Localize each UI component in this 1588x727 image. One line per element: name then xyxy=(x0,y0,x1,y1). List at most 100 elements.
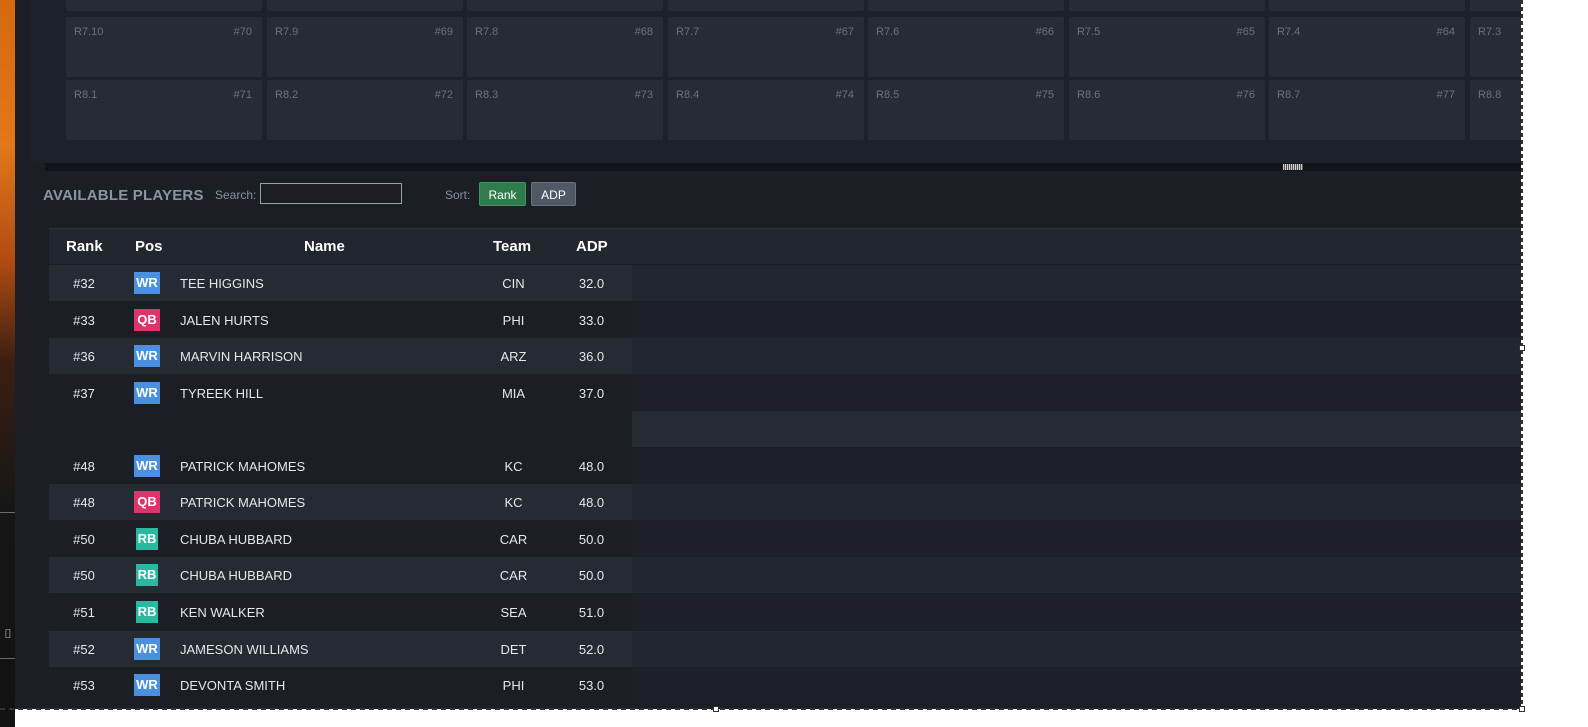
player-adp: 51.0 xyxy=(578,605,605,620)
table-row[interactable]: #50 RB CHUBA HUBBARD CAR 50.0 xyxy=(49,557,1521,593)
position-badge: QB xyxy=(134,491,160,513)
draft-pick-cell[interactable] xyxy=(467,0,663,11)
draft-pick-cell[interactable] xyxy=(66,0,262,11)
draft-pick-cell[interactable]: R8.3 #73 xyxy=(467,80,663,140)
pick-number: #73 xyxy=(634,89,653,101)
table-row[interactable]: #52 WR JAMESON WILLIAMS DET 52.0 xyxy=(49,631,1521,667)
draft-pick-cell[interactable]: R8.8 xyxy=(1470,80,1521,140)
draft-pick-cell[interactable]: R7.4 #64 xyxy=(1269,17,1465,77)
selection-handle[interactable] xyxy=(713,706,719,712)
position-badge: WR xyxy=(134,382,160,404)
draft-pick-cell[interactable]: R7.5 #65 xyxy=(1069,17,1265,77)
draft-pick-cell[interactable]: R8.5 #75 xyxy=(868,80,1064,140)
draft-pick-cell[interactable]: R8.1 #71 xyxy=(66,80,262,140)
sort-adp-button[interactable]: ADP xyxy=(531,182,576,206)
name-column-header[interactable]: Name xyxy=(304,238,345,255)
player-rank: #48 xyxy=(73,459,95,474)
player-rank: #36 xyxy=(73,349,95,364)
rank-column-header[interactable]: Rank xyxy=(66,238,103,255)
pick-number: #69 xyxy=(434,26,453,38)
selection-handle[interactable] xyxy=(1519,345,1525,351)
table-row[interactable]: #33 QB JALEN HURTS PHI 33.0 xyxy=(49,302,1521,338)
player-adp: 52.0 xyxy=(578,642,605,657)
player-name: TYREEK HILL xyxy=(180,386,264,401)
selection-border xyxy=(1521,0,1523,711)
player-adp: 50.0 xyxy=(578,532,605,547)
pick-label: R7.5 xyxy=(1077,26,1101,38)
pick-number: #76 xyxy=(1236,89,1255,101)
draft-pick-cell[interactable]: R7.10 #70 xyxy=(66,17,262,77)
row-filler-bg xyxy=(632,667,1521,703)
draft-pick-cell[interactable]: R7.6 #66 xyxy=(868,17,1064,77)
adp-column-header[interactable]: ADP xyxy=(576,238,608,255)
pick-number: #68 xyxy=(634,26,653,38)
player-team: CAR xyxy=(499,568,528,583)
table-row[interactable]: #50 RB CHUBA HUBBARD CAR 50.0 xyxy=(49,521,1521,557)
draft-pick-cell[interactable] xyxy=(668,0,864,11)
draft-pick-cell[interactable] xyxy=(267,0,463,11)
draft-board[interactable]: R7.10 #70 R7.9 #69 R7.8 #68 R7.7 #67 R7.6 #66 R7.5… xyxy=(31,0,1521,163)
pick-number: #67 xyxy=(835,26,854,38)
draft-pick-cell[interactable] xyxy=(868,0,1064,11)
row-cells-bg xyxy=(49,411,632,447)
draft-pick-cell[interactable] xyxy=(1269,0,1465,11)
sort-rank-button[interactable]: Rank xyxy=(479,182,526,206)
draft-pick-cell[interactable]: R7.8 #68 xyxy=(467,17,663,77)
table-row[interactable]: #48 QB PATRICK MAHOMES KC 48.0 xyxy=(49,484,1521,520)
draft-pick-cell[interactable] xyxy=(1470,0,1521,11)
pick-label: R8.5 xyxy=(876,89,900,101)
row-filler-bg xyxy=(632,594,1521,630)
row-filler-bg xyxy=(632,521,1521,557)
resize-grip-icon[interactable] xyxy=(1283,164,1303,170)
draft-pick-cell[interactable]: R7.3 xyxy=(1470,17,1521,77)
draft-pick-cell[interactable]: R8.2 #72 xyxy=(267,80,463,140)
row-filler-bg xyxy=(632,411,1521,447)
player-name: MARVIN HARRISON xyxy=(180,349,303,364)
table-header: Rank Pos Name Team ADP xyxy=(49,228,1521,264)
draft-pick-cell[interactable]: R8.4 #74 xyxy=(668,80,864,140)
player-rank: #51 xyxy=(73,605,95,620)
pick-number: #64 xyxy=(1436,26,1455,38)
table-row[interactable]: #48 WR PATRICK MAHOMES KC 48.0 xyxy=(49,448,1521,484)
player-name: TEE HIGGINS xyxy=(180,276,264,291)
pick-number: #65 xyxy=(1236,26,1255,38)
draft-pick-cell[interactable]: R8.7 #77 xyxy=(1269,80,1465,140)
pick-number: #77 xyxy=(1436,89,1455,101)
team-column-header[interactable]: Team xyxy=(493,238,532,255)
table-row[interactable]: #51 RB KEN WALKER SEA 51.0 xyxy=(49,594,1521,630)
player-adp: 53.0 xyxy=(578,678,605,693)
player-name: DEVONTA SMITH xyxy=(180,678,286,693)
pos-column-header[interactable]: Pos xyxy=(135,238,163,255)
player-team: KC xyxy=(504,495,523,510)
draft-app-window: R7.10 #70 R7.9 #69 R7.8 #68 R7.7 #67 R7.6 #66 R7.5… xyxy=(15,0,1521,709)
table-row[interactable]: #36 WR MARVIN HARRISON ARZ 36.0 xyxy=(49,338,1521,374)
table-row[interactable]: #53 WR DEVONTA SMITH PHI 53.0 xyxy=(49,667,1521,703)
table-row[interactable]: #32 WR TEE HIGGINS CIN 32.0 xyxy=(49,265,1521,301)
player-rank: #37 xyxy=(73,386,95,401)
draft-pick-cell[interactable] xyxy=(1069,0,1265,11)
player-team: CIN xyxy=(502,276,525,291)
table-row-empty[interactable] xyxy=(49,411,1521,447)
draft-pick-cell[interactable]: R7.7 #67 xyxy=(668,17,864,77)
draft-pick-cell[interactable]: R8.6 #76 xyxy=(1069,80,1265,140)
position-badge: WR xyxy=(134,455,160,477)
pick-label: R7.3 xyxy=(1478,26,1502,38)
position-badge: RB xyxy=(136,528,158,550)
pick-label: R8.6 xyxy=(1077,89,1101,101)
player-adp: 50.0 xyxy=(578,568,605,583)
pick-label: R8.3 xyxy=(475,89,499,101)
selection-handle[interactable] xyxy=(1519,706,1525,712)
window-edge-glyph: ⌷ xyxy=(4,626,12,641)
search-label: Search: xyxy=(215,188,257,202)
search-input[interactable] xyxy=(260,183,402,204)
player-name: PATRICK MAHOMES xyxy=(180,495,306,510)
row-filler-bg xyxy=(632,338,1521,374)
player-team: DET xyxy=(500,642,527,657)
table-row[interactable]: #37 WR TYREEK HILL MIA 37.0 xyxy=(49,375,1521,411)
player-team: PHI xyxy=(502,313,525,328)
player-adp: 32.0 xyxy=(578,276,605,291)
draft-pick-cell[interactable]: R7.9 #69 xyxy=(267,17,463,77)
pick-number: #75 xyxy=(1035,89,1054,101)
position-badge: RB xyxy=(136,601,158,623)
